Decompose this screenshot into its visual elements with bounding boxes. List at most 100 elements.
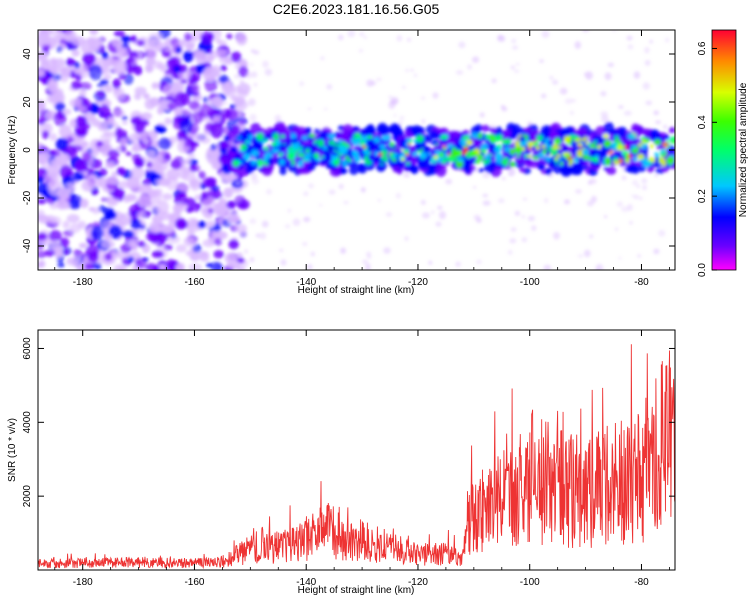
heatmap-cell (472, 56, 480, 63)
heatmap-cell (616, 201, 623, 208)
heatmap-cell (226, 262, 235, 269)
y-tick-label: -40 (22, 238, 33, 253)
heatmap-cell (507, 249, 513, 255)
heatmap-cell (410, 68, 414, 72)
heatmap-cell (339, 167, 347, 175)
heatmap-cell (67, 182, 74, 190)
heatmap-cell (205, 262, 213, 268)
heatmap-cell (663, 124, 668, 129)
heatmap-cell (350, 138, 356, 143)
heatmap-cell (41, 215, 48, 220)
heatmap-cell (425, 158, 431, 163)
heatmap-cell (462, 129, 470, 136)
heatmap-cell (209, 122, 224, 139)
heatmap-cell (527, 215, 536, 222)
heatmap-cell (219, 56, 231, 64)
heatmap-cell (245, 71, 252, 79)
heatmap-cell (491, 78, 497, 84)
heatmap-cell (303, 191, 309, 197)
heatmap-cell (527, 147, 532, 150)
heatmap-cell (367, 146, 374, 152)
heatmap-cell (389, 142, 395, 147)
heatmap-cell (166, 118, 173, 124)
heatmap-cell (342, 124, 354, 137)
heatmap-cell (157, 106, 165, 115)
heatmap-cell (276, 124, 288, 138)
heatmap-cell (481, 124, 490, 132)
heatmap-cell (571, 135, 579, 140)
heatmap-cell (104, 58, 119, 67)
heatmap-cell (463, 147, 469, 152)
heatmap-cell (497, 34, 504, 40)
heatmap-cell (637, 153, 645, 160)
heatmap-cell (213, 230, 228, 240)
heatmap-cell (252, 145, 259, 150)
heatmap-cell (69, 98, 82, 108)
heatmap-cell (650, 131, 661, 141)
heatmap-cell (79, 121, 91, 130)
heatmap-cell (253, 140, 258, 144)
heatmap-cell (455, 70, 464, 75)
heatmap-cell (549, 75, 554, 80)
heatmap-cell (198, 171, 206, 180)
heatmap-cell (347, 30, 356, 38)
heatmap-cell (235, 102, 244, 107)
heatmap-cell (166, 259, 176, 270)
heatmap-cell (404, 163, 417, 171)
heatmap-cell (345, 143, 350, 148)
heatmap-cell (249, 113, 257, 122)
heatmap-cell (318, 204, 323, 207)
heatmap-cell (54, 102, 66, 112)
heatmap-cell (504, 130, 512, 137)
heatmap-cell (136, 39, 145, 47)
heatmap-cell (359, 32, 365, 37)
heatmap-cell (174, 91, 188, 108)
heatmap-cell (363, 36, 367, 39)
heatmap-cell (148, 38, 162, 49)
heatmap-cell (100, 78, 109, 86)
heatmap-cell (430, 210, 435, 215)
heatmap-cell (213, 96, 224, 109)
heatmap-cell (287, 208, 292, 213)
heatmap-cell (155, 232, 168, 243)
heatmap-cell (564, 98, 573, 105)
heatmap-cell (298, 146, 303, 151)
heatmap-cell (56, 189, 68, 203)
heatmap-cell (399, 139, 407, 144)
heatmap-cell (513, 69, 520, 73)
snr-x-axis: -180 -160 -140 -120 -100 -80 (54, 330, 670, 588)
heatmap-cell (365, 263, 371, 267)
heatmap-cell (385, 212, 392, 217)
heatmap-cell (664, 37, 670, 43)
colorbar-scale (711, 29, 737, 271)
heatmap-cell (559, 161, 564, 166)
heatmap-cell (167, 235, 181, 244)
snr-x-label: Height of straight line (km) (298, 585, 415, 596)
heatmap-cell (79, 117, 86, 122)
heatmap-cell (244, 249, 249, 254)
heatmap-cell (82, 151, 91, 162)
heatmap-cell (62, 108, 72, 115)
heatmap-cell (304, 156, 308, 161)
heatmap-cell (145, 232, 159, 242)
heatmap-cell (199, 183, 207, 190)
heatmap-cell (133, 65, 143, 76)
heatmap-cell (204, 77, 218, 93)
heatmap-cell (618, 105, 624, 109)
heatmap-cell (606, 166, 617, 175)
heatmap-cell (207, 54, 215, 61)
heatmap-cell (302, 241, 308, 247)
heatmap-cell (303, 216, 311, 223)
heatmap-cell (511, 45, 519, 50)
heatmap-cell (654, 139, 662, 145)
heatmap-cell (521, 237, 528, 243)
heatmap-cell (281, 144, 286, 149)
heatmap-cell (249, 218, 257, 225)
heatmap-cell (241, 259, 249, 268)
heatmap-cell (72, 262, 79, 267)
heatmap-cell (434, 149, 441, 155)
heatmap-cell (41, 130, 50, 140)
heatmap-cell (53, 58, 66, 68)
heatmap-cell (589, 161, 596, 166)
heatmap-cell (210, 64, 221, 78)
